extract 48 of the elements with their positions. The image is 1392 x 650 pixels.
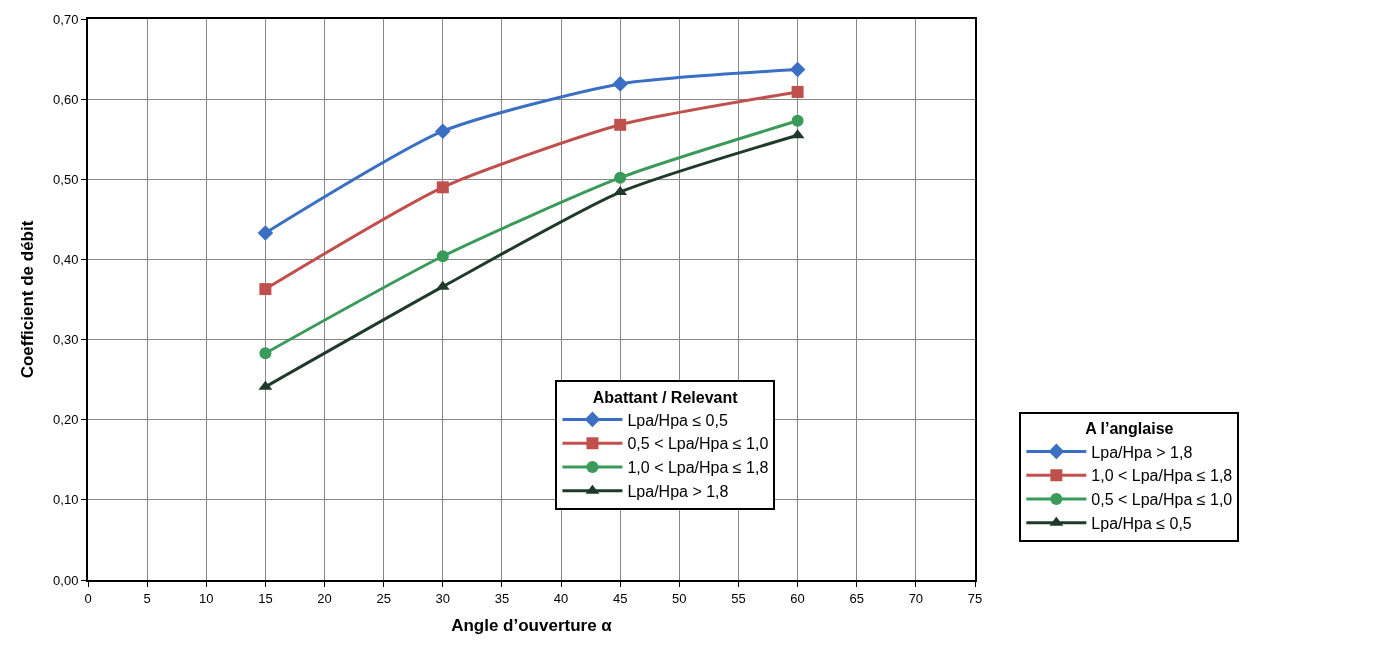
y-tick-label: 0,40 bbox=[53, 251, 79, 267]
legend-label: Lpa/Hpa ≤ 0,5 bbox=[627, 411, 728, 429]
legend-label: Lpa/Hpa > 1,8 bbox=[1091, 443, 1193, 461]
legend-label: 1,0 < Lpa/Hpa ≤ 1,8 bbox=[627, 459, 769, 477]
x-tick-label: 70 bbox=[908, 590, 924, 606]
y-tick-label: 0,70 bbox=[53, 11, 79, 27]
point bbox=[436, 181, 449, 194]
point bbox=[259, 283, 272, 296]
x-tick-label: 0 bbox=[84, 590, 92, 606]
x-tick-label: 25 bbox=[376, 590, 391, 606]
x-tick-label: 20 bbox=[317, 590, 332, 606]
x-tick-label: 15 bbox=[258, 590, 273, 606]
y-tick-label: 0,10 bbox=[53, 492, 79, 508]
y-tick-label: 0,60 bbox=[53, 91, 79, 107]
x-tick-label: 50 bbox=[672, 590, 687, 606]
legend-label: Lpa/Hpa > 1,8 bbox=[627, 483, 729, 501]
y-axis-title: Coefficient de débit bbox=[18, 220, 38, 379]
y-tick-label: 0,30 bbox=[53, 332, 79, 348]
x-tick-label: 55 bbox=[731, 590, 746, 606]
x-tick-label: 45 bbox=[612, 590, 628, 606]
point bbox=[435, 123, 451, 139]
text: Abattant / Relevant bbox=[592, 388, 738, 406]
x-tick-label: 40 bbox=[553, 590, 569, 606]
point bbox=[257, 225, 274, 241]
point bbox=[259, 347, 272, 360]
x-axis-title: Angle d’ouverture α bbox=[451, 616, 613, 636]
legend-label: 0,5 < Lpa/Hpa ≤ 1,0 bbox=[1091, 491, 1233, 509]
x-tick-label: 10 bbox=[199, 590, 214, 606]
point bbox=[791, 85, 804, 98]
point bbox=[789, 61, 806, 78]
x-tick-label: 35 bbox=[494, 590, 510, 606]
point bbox=[614, 118, 627, 131]
point bbox=[791, 114, 804, 127]
y-tick-label: 0,50 bbox=[53, 171, 79, 187]
legend-label: 1,0 < Lpa/Hpa ≤ 1,8 bbox=[1091, 467, 1233, 485]
y-tick-label: 0,00 bbox=[53, 572, 79, 588]
x-tick-label: 65 bbox=[849, 590, 864, 606]
legend-label: Lpa/Hpa ≤ 0,5 bbox=[1091, 515, 1192, 533]
point bbox=[614, 171, 627, 184]
point bbox=[436, 250, 449, 263]
x-tick-label: 60 bbox=[790, 590, 805, 606]
x-tick-label: 30 bbox=[435, 590, 451, 606]
y-tick-label: 0,20 bbox=[53, 412, 79, 428]
x-tick-label: 5 bbox=[143, 590, 151, 606]
x-tick-label: 75 bbox=[967, 590, 983, 606]
legend-label: 0,5 < Lpa/Hpa ≤ 1,0 bbox=[627, 435, 769, 453]
point bbox=[612, 76, 628, 92]
text: A l’anglaise bbox=[1085, 420, 1174, 438]
